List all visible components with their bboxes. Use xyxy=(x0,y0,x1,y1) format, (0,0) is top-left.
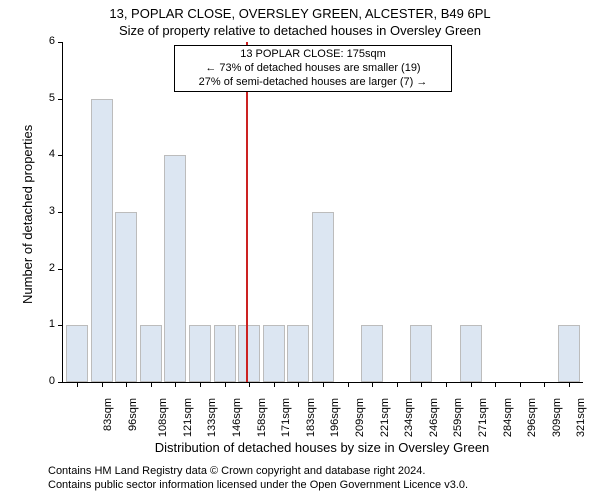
y-tick-label: 5 xyxy=(39,92,55,104)
x-tick-label: 158sqm xyxy=(256,398,268,437)
x-tick-mark xyxy=(520,382,521,387)
x-tick-label: 146sqm xyxy=(231,398,243,437)
y-tick-mark xyxy=(58,212,63,213)
callout-line2: ← 73% of detached houses are smaller (19… xyxy=(181,62,445,76)
footer-line2: Contains public sector information licen… xyxy=(48,478,468,492)
footer-attribution: Contains HM Land Registry data © Crown c… xyxy=(48,464,468,493)
y-tick-mark xyxy=(58,155,63,156)
x-tick-label: 183sqm xyxy=(305,398,317,437)
x-tick-label: 108sqm xyxy=(157,398,169,437)
y-tick-label: 0 xyxy=(39,375,55,387)
callout-box: 13 POPLAR CLOSE: 175sqm ← 73% of detache… xyxy=(174,45,452,92)
y-tick-label: 6 xyxy=(39,35,55,47)
x-tick-mark xyxy=(544,382,545,387)
x-tick-mark xyxy=(421,382,422,387)
bar xyxy=(361,325,383,382)
y-tick-mark xyxy=(58,269,63,270)
bar xyxy=(287,325,309,382)
x-tick-mark xyxy=(200,382,201,387)
x-tick-mark xyxy=(175,382,176,387)
title-main: 13, POPLAR CLOSE, OVERSLEY GREEN, ALCEST… xyxy=(0,0,600,21)
bar xyxy=(558,325,580,382)
x-tick-label: 133sqm xyxy=(207,398,219,437)
x-tick-mark xyxy=(298,382,299,387)
x-tick-mark xyxy=(471,382,472,387)
x-axis-label: Distribution of detached houses by size … xyxy=(62,440,582,455)
bar xyxy=(164,155,186,382)
y-axis-label: Number of detached properties xyxy=(20,125,35,304)
x-tick-mark xyxy=(77,382,78,387)
x-tick-label: 234sqm xyxy=(403,398,415,437)
bar xyxy=(460,325,482,382)
x-tick-mark xyxy=(126,382,127,387)
x-tick-mark xyxy=(348,382,349,387)
bar xyxy=(410,325,432,382)
x-tick-label: 259sqm xyxy=(453,398,465,437)
bar xyxy=(312,212,334,382)
x-tick-label: 221sqm xyxy=(379,398,391,437)
y-tick-mark xyxy=(58,325,63,326)
bar xyxy=(189,325,211,382)
x-tick-mark xyxy=(151,382,152,387)
x-tick-mark xyxy=(225,382,226,387)
x-tick-label: 209sqm xyxy=(354,398,366,437)
x-tick-mark xyxy=(274,382,275,387)
x-tick-mark xyxy=(397,382,398,387)
x-tick-label: 296sqm xyxy=(526,398,538,437)
x-tick-mark xyxy=(249,382,250,387)
bar xyxy=(263,325,285,382)
x-tick-label: 246sqm xyxy=(428,398,440,437)
bar xyxy=(214,325,236,382)
x-tick-label: 309sqm xyxy=(551,398,563,437)
bar xyxy=(238,325,260,382)
bar xyxy=(66,325,88,382)
x-tick-mark xyxy=(495,382,496,387)
y-tick-mark xyxy=(58,42,63,43)
x-tick-label: 96sqm xyxy=(127,398,139,431)
x-tick-label: 321sqm xyxy=(576,398,588,437)
bar xyxy=(115,212,137,382)
bar xyxy=(140,325,162,382)
y-tick-mark xyxy=(58,99,63,100)
x-tick-mark xyxy=(569,382,570,387)
x-tick-mark xyxy=(446,382,447,387)
x-tick-label: 196sqm xyxy=(330,398,342,437)
x-tick-label: 83sqm xyxy=(102,398,114,431)
x-tick-label: 271sqm xyxy=(477,398,489,437)
y-tick-label: 4 xyxy=(39,148,55,160)
bar xyxy=(91,99,113,382)
x-tick-label: 284sqm xyxy=(502,398,514,437)
x-tick-label: 121sqm xyxy=(182,398,194,437)
x-tick-mark xyxy=(372,382,373,387)
chart-plot-area: 012345683sqm96sqm108sqm121sqm133sqm146sq… xyxy=(62,42,583,383)
y-tick-mark xyxy=(58,382,63,383)
x-tick-label: 171sqm xyxy=(280,398,292,437)
y-tick-label: 2 xyxy=(39,262,55,274)
title-sub: Size of property relative to detached ho… xyxy=(0,21,600,38)
x-tick-mark xyxy=(102,382,103,387)
footer-line1: Contains HM Land Registry data © Crown c… xyxy=(48,464,468,478)
y-tick-label: 1 xyxy=(39,318,55,330)
y-tick-label: 3 xyxy=(39,205,55,217)
callout-line1: 13 POPLAR CLOSE: 175sqm xyxy=(181,48,445,62)
marker-line xyxy=(246,42,248,382)
callout-line3: 27% of semi-detached houses are larger (… xyxy=(181,76,445,90)
x-tick-mark xyxy=(323,382,324,387)
